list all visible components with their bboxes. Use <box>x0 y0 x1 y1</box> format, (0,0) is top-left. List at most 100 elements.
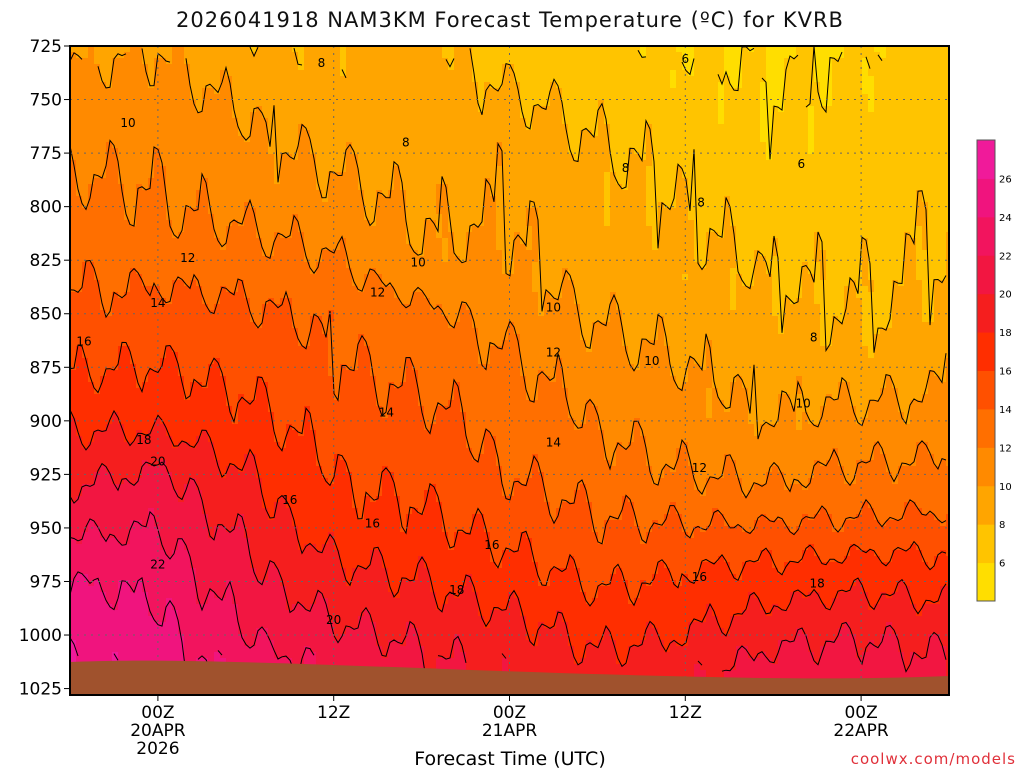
temperature-cell <box>148 124 155 131</box>
temperature-cell <box>334 574 341 581</box>
temperature-cell <box>340 214 347 221</box>
temperature-cell <box>202 628 209 635</box>
temperature-cell <box>286 574 293 581</box>
temperature-cell <box>70 370 77 377</box>
temperature-cell <box>256 178 263 185</box>
temperature-cell <box>340 370 347 377</box>
temperature-cell <box>328 76 335 83</box>
temperature-cell <box>298 154 305 161</box>
temperature-cell <box>334 484 341 491</box>
temperature-cell <box>148 322 155 329</box>
temperature-cell <box>184 118 191 125</box>
temperature-cell <box>184 304 191 311</box>
temperature-cell <box>160 526 167 533</box>
temperature-cell <box>310 478 317 485</box>
temperature-cell <box>76 334 83 341</box>
temperature-cell <box>298 82 305 89</box>
temperature-cell <box>322 274 329 281</box>
temperature-cell <box>196 136 203 143</box>
temperature-cell <box>334 586 341 593</box>
temperature-cell <box>268 514 275 521</box>
temperature-cell <box>190 160 197 167</box>
temperature-cell <box>316 544 323 551</box>
temperature-cell <box>322 220 329 227</box>
temperature-cell <box>322 418 329 425</box>
temperature-cell <box>226 436 233 443</box>
temperature-cell <box>322 616 329 623</box>
temperature-cell <box>220 280 227 287</box>
temperature-cell <box>190 106 197 113</box>
temperature-cell <box>322 352 329 359</box>
temperature-cell <box>256 628 263 635</box>
temperature-cell <box>244 142 251 149</box>
temperature-cell <box>94 586 101 593</box>
temperature-cell <box>292 172 299 179</box>
temperature-cell <box>232 70 239 77</box>
temperature-cell <box>262 238 269 245</box>
temperature-cell <box>70 574 77 581</box>
temperature-cell <box>304 658 311 665</box>
temperature-cell <box>304 232 311 239</box>
temperature-cell <box>202 592 209 599</box>
temperature-cell <box>274 502 281 509</box>
temperature-cell <box>226 304 233 311</box>
temperature-cell <box>310 424 317 431</box>
temperature-cell <box>196 142 203 149</box>
temperature-cell <box>154 334 161 341</box>
temperature-cell <box>82 376 89 383</box>
temperature-cell <box>136 292 143 299</box>
temperature-cell <box>190 370 197 377</box>
temperature-cell <box>148 148 155 155</box>
temperature-cell <box>160 610 167 617</box>
temperature-cell <box>82 172 89 179</box>
temperature-cell <box>310 466 317 473</box>
temperature-cell <box>208 502 215 509</box>
temperature-cell <box>82 106 89 113</box>
temperature-cell <box>100 244 107 251</box>
temperature-cell <box>298 586 305 593</box>
temperature-cell <box>256 490 263 497</box>
temperature-cell <box>262 94 269 101</box>
temperature-cell <box>178 76 185 83</box>
temperature-field <box>70 46 949 695</box>
temperature-cell <box>82 340 89 347</box>
temperature-cell <box>166 268 173 275</box>
temperature-cell <box>208 112 215 119</box>
temperature-cell <box>172 550 179 557</box>
temperature-cell <box>250 166 257 173</box>
temperature-cell <box>232 250 239 257</box>
temperature-cell <box>94 376 101 383</box>
temperature-cell <box>262 154 269 161</box>
temperature-cell <box>106 394 113 401</box>
temperature-cell <box>256 262 263 269</box>
temperature-cell <box>178 622 185 629</box>
temperature-cell <box>202 376 209 383</box>
temperature-cell <box>166 586 173 593</box>
temperature-cell <box>268 118 275 125</box>
temperature-cell <box>226 238 233 245</box>
temperature-cell <box>268 478 275 485</box>
temperature-cell <box>220 388 227 395</box>
temperature-cell <box>118 604 125 611</box>
temperature-cell <box>244 496 251 503</box>
temperature-cell <box>166 376 173 383</box>
temperature-cell <box>232 424 239 431</box>
temperature-cell <box>208 124 215 131</box>
temperature-cell <box>334 76 341 83</box>
temperature-cell <box>322 64 329 71</box>
temperature-cell <box>244 250 251 257</box>
temperature-cell <box>106 628 113 635</box>
temperature-cell <box>298 136 305 143</box>
temperature-cell <box>76 94 83 101</box>
temperature-cell <box>322 118 329 125</box>
temperature-cell <box>328 580 335 587</box>
temperature-cell <box>124 64 131 71</box>
temperature-cell <box>70 226 77 233</box>
temperature-cell <box>142 106 149 113</box>
temperature-cell <box>172 562 179 569</box>
temperature-cell <box>172 304 179 311</box>
temperature-cell <box>76 256 83 263</box>
temperature-cell <box>280 238 287 245</box>
temperature-cell <box>292 298 299 305</box>
temperature-cell <box>268 322 275 329</box>
